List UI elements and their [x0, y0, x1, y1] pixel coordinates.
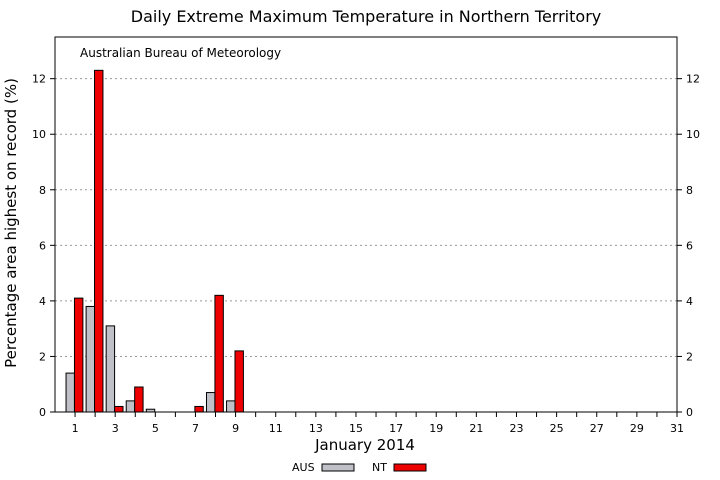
- y-tick-label-right: 0: [686, 406, 693, 419]
- x-tick-label: 19: [429, 422, 443, 435]
- grid: [55, 78, 677, 357]
- y-axis-label: Percentage area highest on record (%): [2, 78, 20, 368]
- bar-aus-day-4: [125, 400, 136, 413]
- x-tick-label: 9: [232, 422, 239, 435]
- x-tick-label: 5: [152, 422, 159, 435]
- chart-annotation: Australian Bureau of Meteorology: [80, 46, 281, 60]
- x-tick-label: 27: [590, 422, 604, 435]
- x-tick-label: 13: [309, 422, 323, 435]
- x-tick-label: 25: [550, 422, 564, 435]
- y-tick-label-right: 2: [686, 350, 693, 363]
- y-tick-label-right: 6: [686, 239, 693, 252]
- legend-label-aus: AUS: [292, 461, 315, 474]
- x-tick-label: 31: [670, 422, 684, 435]
- legend-label-nt: NT: [372, 461, 387, 474]
- bar-nt-day-7: [194, 405, 204, 413]
- bar-nt-day-9: [234, 350, 244, 413]
- y-tick-label-left: 6: [39, 239, 46, 252]
- y-tick-label-right: 10: [686, 128, 700, 141]
- x-tick-label: 3: [112, 422, 119, 435]
- y-tick-label-left: 0: [39, 406, 46, 419]
- bar-nt-day-8: [214, 294, 224, 413]
- bars: [65, 69, 244, 413]
- y-tick-label-left: 2: [39, 350, 46, 363]
- bar-aus-day-8: [205, 392, 216, 413]
- y-tick-label-right: 8: [686, 184, 693, 197]
- x-axis-label: January 2014: [314, 436, 415, 454]
- bar-aus-day-3: [105, 325, 116, 413]
- x-tick-label: 11: [269, 422, 283, 435]
- x-tick-label: 1: [72, 422, 79, 435]
- y-tick-label-left: 12: [32, 73, 46, 86]
- chart-title: Daily Extreme Maximum Temperature in Nor…: [131, 7, 601, 26]
- x-tick-label: 17: [389, 422, 403, 435]
- y-tick-label-left: 10: [32, 128, 46, 141]
- x-tick-label: 7: [192, 422, 199, 435]
- bar-nt-day-3: [114, 405, 124, 413]
- y-tick-label-right: 12: [686, 73, 700, 86]
- x-tick-label: 29: [630, 422, 644, 435]
- bar-nt-day-1: [73, 297, 84, 413]
- legend: AUS NT: [292, 461, 427, 474]
- bar-aus-day-9: [226, 400, 236, 413]
- bar-aus-day-2: [85, 305, 96, 413]
- legend-swatch-nt: [393, 463, 427, 472]
- y-tick-label-right: 4: [686, 295, 693, 308]
- bar-aus-day-1: [65, 372, 75, 413]
- y-tick-label-left: 4: [39, 295, 46, 308]
- legend-swatch-aus: [321, 463, 355, 472]
- x-tick-label: 15: [349, 422, 363, 435]
- bar-nt-day-4: [134, 386, 144, 413]
- bar-nt-day-2: [94, 69, 104, 413]
- x-tick-label: 23: [509, 422, 523, 435]
- x-tick-label: 21: [469, 422, 483, 435]
- y-tick-label-left: 8: [39, 184, 46, 197]
- plot-frame: [54, 36, 678, 413]
